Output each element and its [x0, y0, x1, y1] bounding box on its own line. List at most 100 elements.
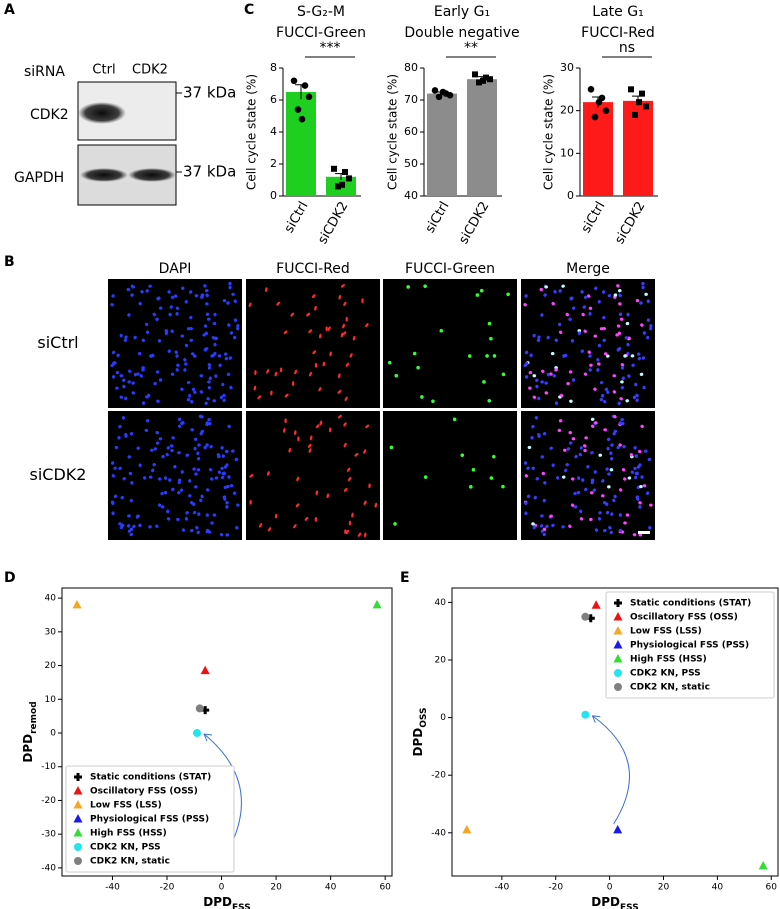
ylabel-label: DPDremod	[21, 701, 39, 762]
image	[383, 411, 517, 540]
nucleus	[387, 360, 392, 365]
nucleus	[192, 467, 196, 471]
data-point	[613, 824, 623, 834]
nucleus	[117, 435, 121, 440]
nucleus	[155, 317, 159, 321]
nucleus	[204, 401, 208, 406]
nucleus	[554, 401, 559, 405]
y-axis-label: Cell cycle state (%)	[386, 74, 400, 190]
nucleus	[574, 505, 578, 509]
nucleus	[121, 416, 126, 420]
legend-label: CDK2 KN, static	[630, 683, 710, 693]
nucleus	[132, 524, 136, 529]
nucleus	[170, 444, 174, 448]
nucleus	[423, 475, 428, 479]
nucleus	[288, 447, 292, 453]
nucleus	[119, 333, 123, 338]
nucleus	[469, 485, 473, 489]
nucleus	[583, 372, 588, 376]
nucleus	[187, 494, 192, 498]
nucleus	[588, 306, 593, 310]
nucleus	[640, 424, 644, 429]
nucleus	[543, 481, 547, 485]
nucleus	[542, 498, 546, 503]
nucleus	[489, 476, 494, 480]
nucleus	[619, 397, 623, 401]
legend-swatch	[73, 800, 83, 809]
nucleus	[618, 302, 622, 306]
nucleus	[599, 380, 604, 385]
nucleus	[558, 419, 563, 423]
nucleus	[633, 475, 638, 480]
nucleus	[626, 312, 630, 317]
nucleus	[558, 289, 562, 293]
nucleus	[118, 522, 122, 526]
nucleus	[588, 311, 592, 316]
x-tick-label: siCDK2	[456, 199, 492, 247]
nucleus	[568, 441, 573, 445]
nucleus	[644, 449, 648, 453]
x-tick-label: siCtrl	[579, 199, 609, 236]
blot-band	[80, 168, 128, 182]
nucleus	[161, 454, 165, 459]
nucleus	[345, 362, 350, 367]
nucleus	[166, 517, 171, 521]
nucleus	[176, 517, 180, 522]
nucleus	[204, 347, 209, 351]
nucleus	[573, 491, 577, 496]
nucleus	[326, 493, 330, 499]
nucleus	[138, 301, 142, 306]
nucleus	[181, 421, 185, 425]
nucleus	[593, 470, 597, 474]
nucleus	[452, 417, 457, 422]
nucleus	[175, 354, 179, 358]
y-tick-label: -40	[41, 863, 56, 873]
nucleus	[564, 468, 568, 473]
legend-label: Static conditions (STAT)	[90, 773, 211, 783]
y-tick-label: 50	[404, 157, 418, 170]
nucleus	[183, 368, 187, 372]
nucleus	[642, 331, 647, 335]
nucleus	[598, 511, 602, 515]
nucleus	[618, 312, 623, 317]
nucleus	[169, 305, 173, 309]
data-point	[435, 93, 443, 101]
nucleus	[544, 285, 548, 289]
nucleus	[606, 437, 611, 442]
nucleus	[220, 446, 224, 450]
data-point	[587, 86, 595, 93]
microscopy: DAPI FUCCI-Red FUCCI-Green Merge siCtrl siCDK…	[30, 261, 655, 540]
nucleus	[248, 302, 252, 308]
data-point	[591, 600, 601, 609]
nucleus	[609, 468, 614, 472]
nucleus	[150, 448, 154, 452]
nucleus	[129, 498, 133, 503]
nucleus	[589, 517, 593, 522]
significance: ***	[320, 40, 341, 56]
nucleus	[638, 463, 642, 467]
nucleus	[609, 530, 613, 535]
nucleus	[596, 358, 600, 362]
nucleus	[207, 380, 211, 384]
nucleus	[314, 517, 318, 522]
xlabel-label: DPDFSS	[203, 895, 250, 909]
nucleus	[524, 501, 528, 506]
nucleus	[537, 335, 541, 340]
nucleus	[196, 530, 200, 535]
nucleus	[590, 424, 595, 428]
nucleus	[559, 393, 564, 398]
nucleus	[185, 511, 189, 515]
nucleus	[146, 393, 151, 398]
nucleus	[221, 454, 225, 458]
nucleus	[196, 468, 201, 472]
legend-swatch	[613, 612, 623, 621]
nucleus	[138, 463, 142, 468]
nucleus	[597, 516, 602, 521]
nucleus	[111, 350, 116, 355]
nucleus	[342, 331, 347, 336]
nucleus	[616, 324, 621, 328]
nucleus	[525, 375, 529, 379]
nucleus	[234, 457, 239, 462]
nucleus	[173, 465, 177, 469]
nucleus	[537, 396, 541, 401]
